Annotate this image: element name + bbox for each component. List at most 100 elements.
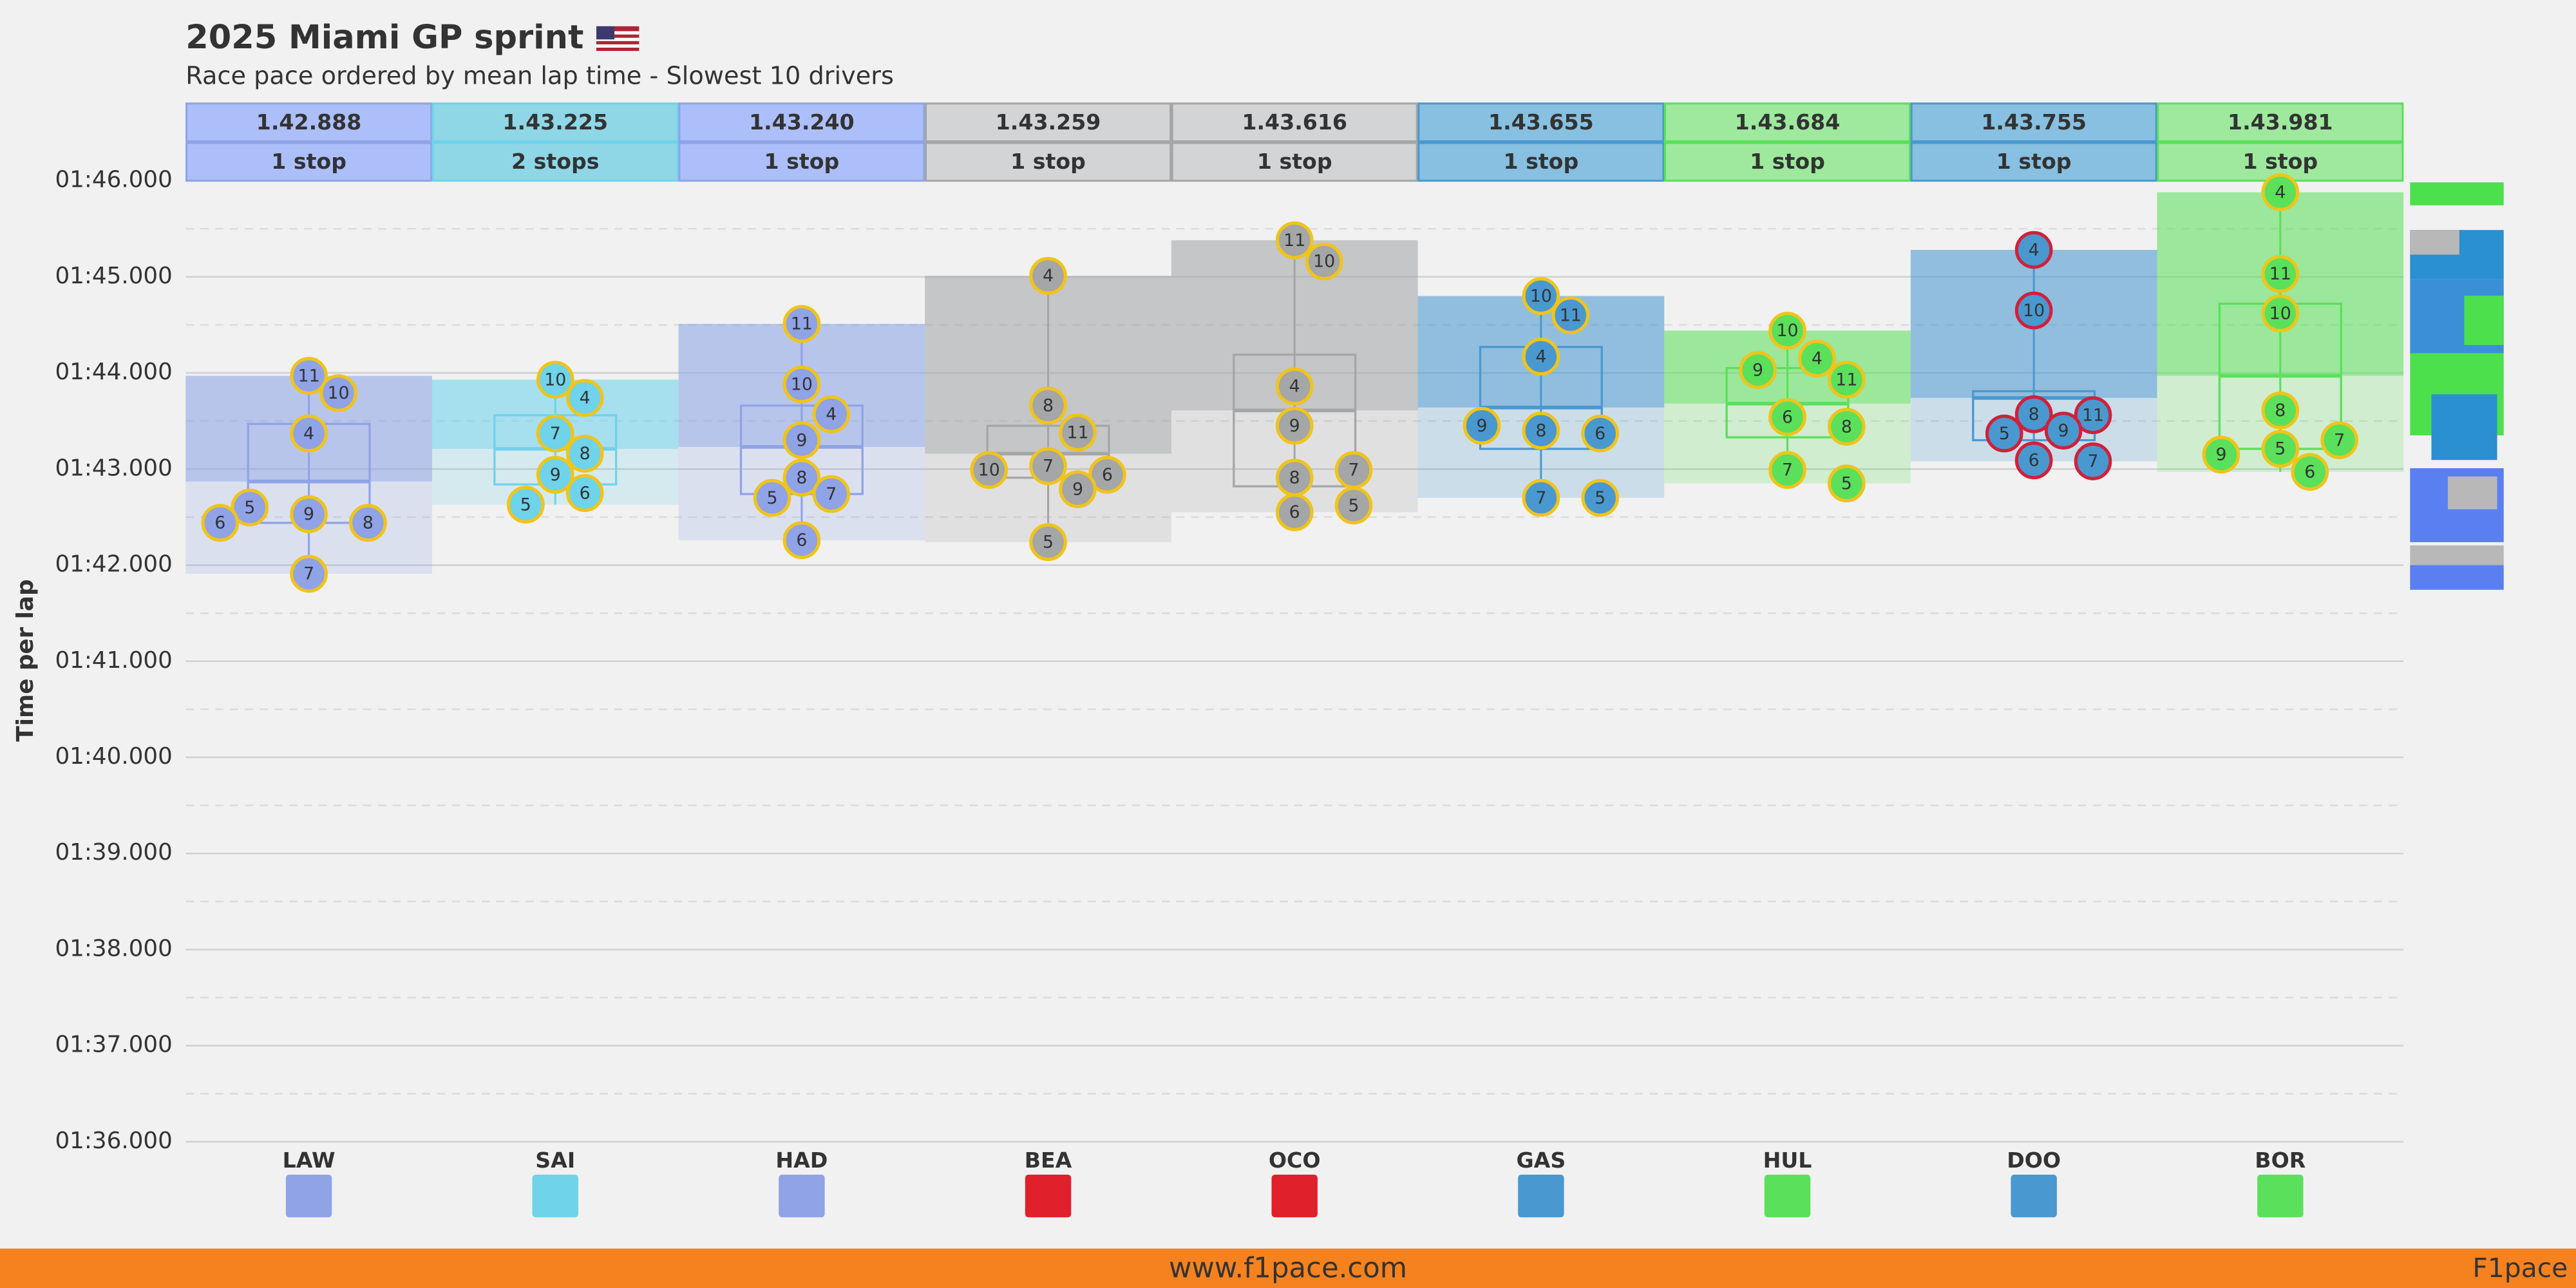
lap-number: 7 <box>2087 451 2098 471</box>
lap-point <box>1059 413 1097 451</box>
lap-number: 9 <box>1752 360 1763 380</box>
strategy-label: 1 stop <box>1996 149 2072 174</box>
lap-number: 7 <box>303 564 314 584</box>
lap-point <box>536 455 574 494</box>
lap-point <box>1828 464 1866 503</box>
mean-label: 1.43.259 <box>996 109 1101 135</box>
y-tick-label: 01:36.000 <box>55 1128 172 1154</box>
chart-title: 2025 Miami GP sprint <box>185 19 583 57</box>
team-badge <box>285 1174 332 1218</box>
lap-point <box>506 486 545 524</box>
x-tick-label: HUL <box>1763 1148 1812 1173</box>
strategy-label: 1 stop <box>2242 149 2318 174</box>
x-tick-label: BEA <box>1025 1148 1072 1173</box>
lap-point <box>1275 493 1314 531</box>
lap-number: 9 <box>2058 421 2069 440</box>
lap-point <box>1522 412 1560 450</box>
lap-point <box>536 361 574 399</box>
y-axis-label: Time per lap <box>12 579 39 741</box>
lap-point <box>1985 414 2023 453</box>
lap-point <box>1522 478 1560 517</box>
team-badge <box>1025 1174 1072 1218</box>
y-tick-label: 01:37.000 <box>55 1032 172 1058</box>
strategy-cell <box>1171 142 1418 182</box>
lap-point <box>2261 294 2300 332</box>
y-tick-label: 01:45.000 <box>55 263 172 289</box>
lap-point <box>565 379 604 417</box>
lap-number: 7 <box>550 424 561 444</box>
lap-number: 7 <box>2334 430 2345 450</box>
lap-number: 11 <box>2082 406 2104 426</box>
lap-point <box>2014 395 2053 433</box>
y-tick-label: 01:46.000 <box>55 167 172 193</box>
lap-number: 4 <box>580 388 591 408</box>
lap-point <box>231 488 269 527</box>
lap-point <box>782 421 821 459</box>
lap-point <box>2320 421 2358 459</box>
lap-number: 8 <box>363 513 374 533</box>
lap-number: 6 <box>1595 424 1605 444</box>
lap-point <box>1059 470 1097 508</box>
lap-point <box>1768 451 1806 489</box>
strategy-label: 1 stop <box>764 149 840 174</box>
strategy-cell <box>924 142 1172 182</box>
flag <box>596 26 639 52</box>
lap-point <box>782 521 821 560</box>
lap-number: 10 <box>2023 301 2045 321</box>
lap-number: 5 <box>1349 496 1359 516</box>
lap-number: 7 <box>1349 460 1359 480</box>
lap-number: 4 <box>1289 377 1300 397</box>
strategy-cell <box>1663 142 1911 182</box>
mean-cell <box>678 102 925 142</box>
lap-number: 8 <box>1841 417 1852 437</box>
x-tick-label: GAS <box>1516 1148 1566 1173</box>
lap-number: 9 <box>796 430 807 450</box>
lap-point <box>782 365 821 404</box>
lap-number: 7 <box>1782 460 1793 480</box>
mean-cell <box>1171 102 1418 142</box>
team-badge <box>2257 1174 2304 1218</box>
lap-number: 10 <box>1313 252 1335 272</box>
lap-number: 4 <box>1043 266 1054 286</box>
lap-point <box>1522 337 1560 376</box>
y-tick-label: 01:40.000 <box>55 743 172 770</box>
strategy-label: 1 stop <box>1503 149 1578 174</box>
mean-cell <box>1663 102 1911 142</box>
lap-point <box>2261 391 2300 430</box>
team-badge <box>2011 1174 2057 1218</box>
mean-label: 1.43.755 <box>1981 109 2087 135</box>
mean-label: 1.43.981 <box>2228 109 2333 135</box>
lap-number: 4 <box>2275 182 2286 202</box>
lap-number: 11 <box>2269 264 2291 284</box>
lap-point <box>2261 430 2300 468</box>
x-tick-label: DOO <box>2007 1148 2061 1173</box>
footer-brand: F1pace <box>2472 1253 2568 1283</box>
x-tick-label: LAW <box>283 1148 336 1173</box>
lap-number: 6 <box>1782 408 1793 428</box>
strategy-cell <box>185 142 433 182</box>
lap-number: 8 <box>580 444 591 464</box>
strategy-cell <box>1417 142 1665 182</box>
lap-number: 10 <box>327 383 349 403</box>
lap-point <box>1768 312 1806 350</box>
lap-point <box>349 504 387 542</box>
lap-number: 5 <box>1841 473 1852 493</box>
lap-number: 6 <box>580 483 591 503</box>
lap-point <box>812 395 851 433</box>
team-badge <box>532 1174 578 1218</box>
lap-point <box>2202 435 2240 474</box>
y-tick-label: 01:42.000 <box>55 551 172 578</box>
lap-point <box>1828 408 1866 446</box>
lap-number: 10 <box>544 370 566 390</box>
lap-number: 8 <box>2029 404 2040 424</box>
lap-point <box>2261 255 2300 293</box>
lap-number: 9 <box>1072 479 1083 499</box>
footer-site: www.f1pace.com <box>1169 1252 1407 1284</box>
team-badge <box>1764 1174 1811 1218</box>
team-badge <box>1271 1174 1318 1218</box>
lap-number: 8 <box>1289 468 1300 488</box>
lap-point <box>290 554 328 593</box>
mean-cell <box>1910 102 2157 142</box>
